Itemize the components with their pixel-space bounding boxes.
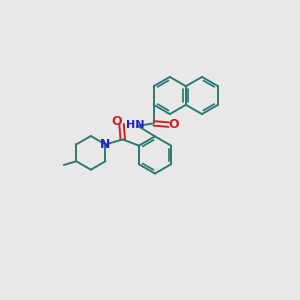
Text: N: N [100, 138, 111, 151]
Text: O: O [111, 115, 122, 128]
Text: O: O [169, 118, 179, 131]
Text: HN: HN [126, 120, 144, 130]
